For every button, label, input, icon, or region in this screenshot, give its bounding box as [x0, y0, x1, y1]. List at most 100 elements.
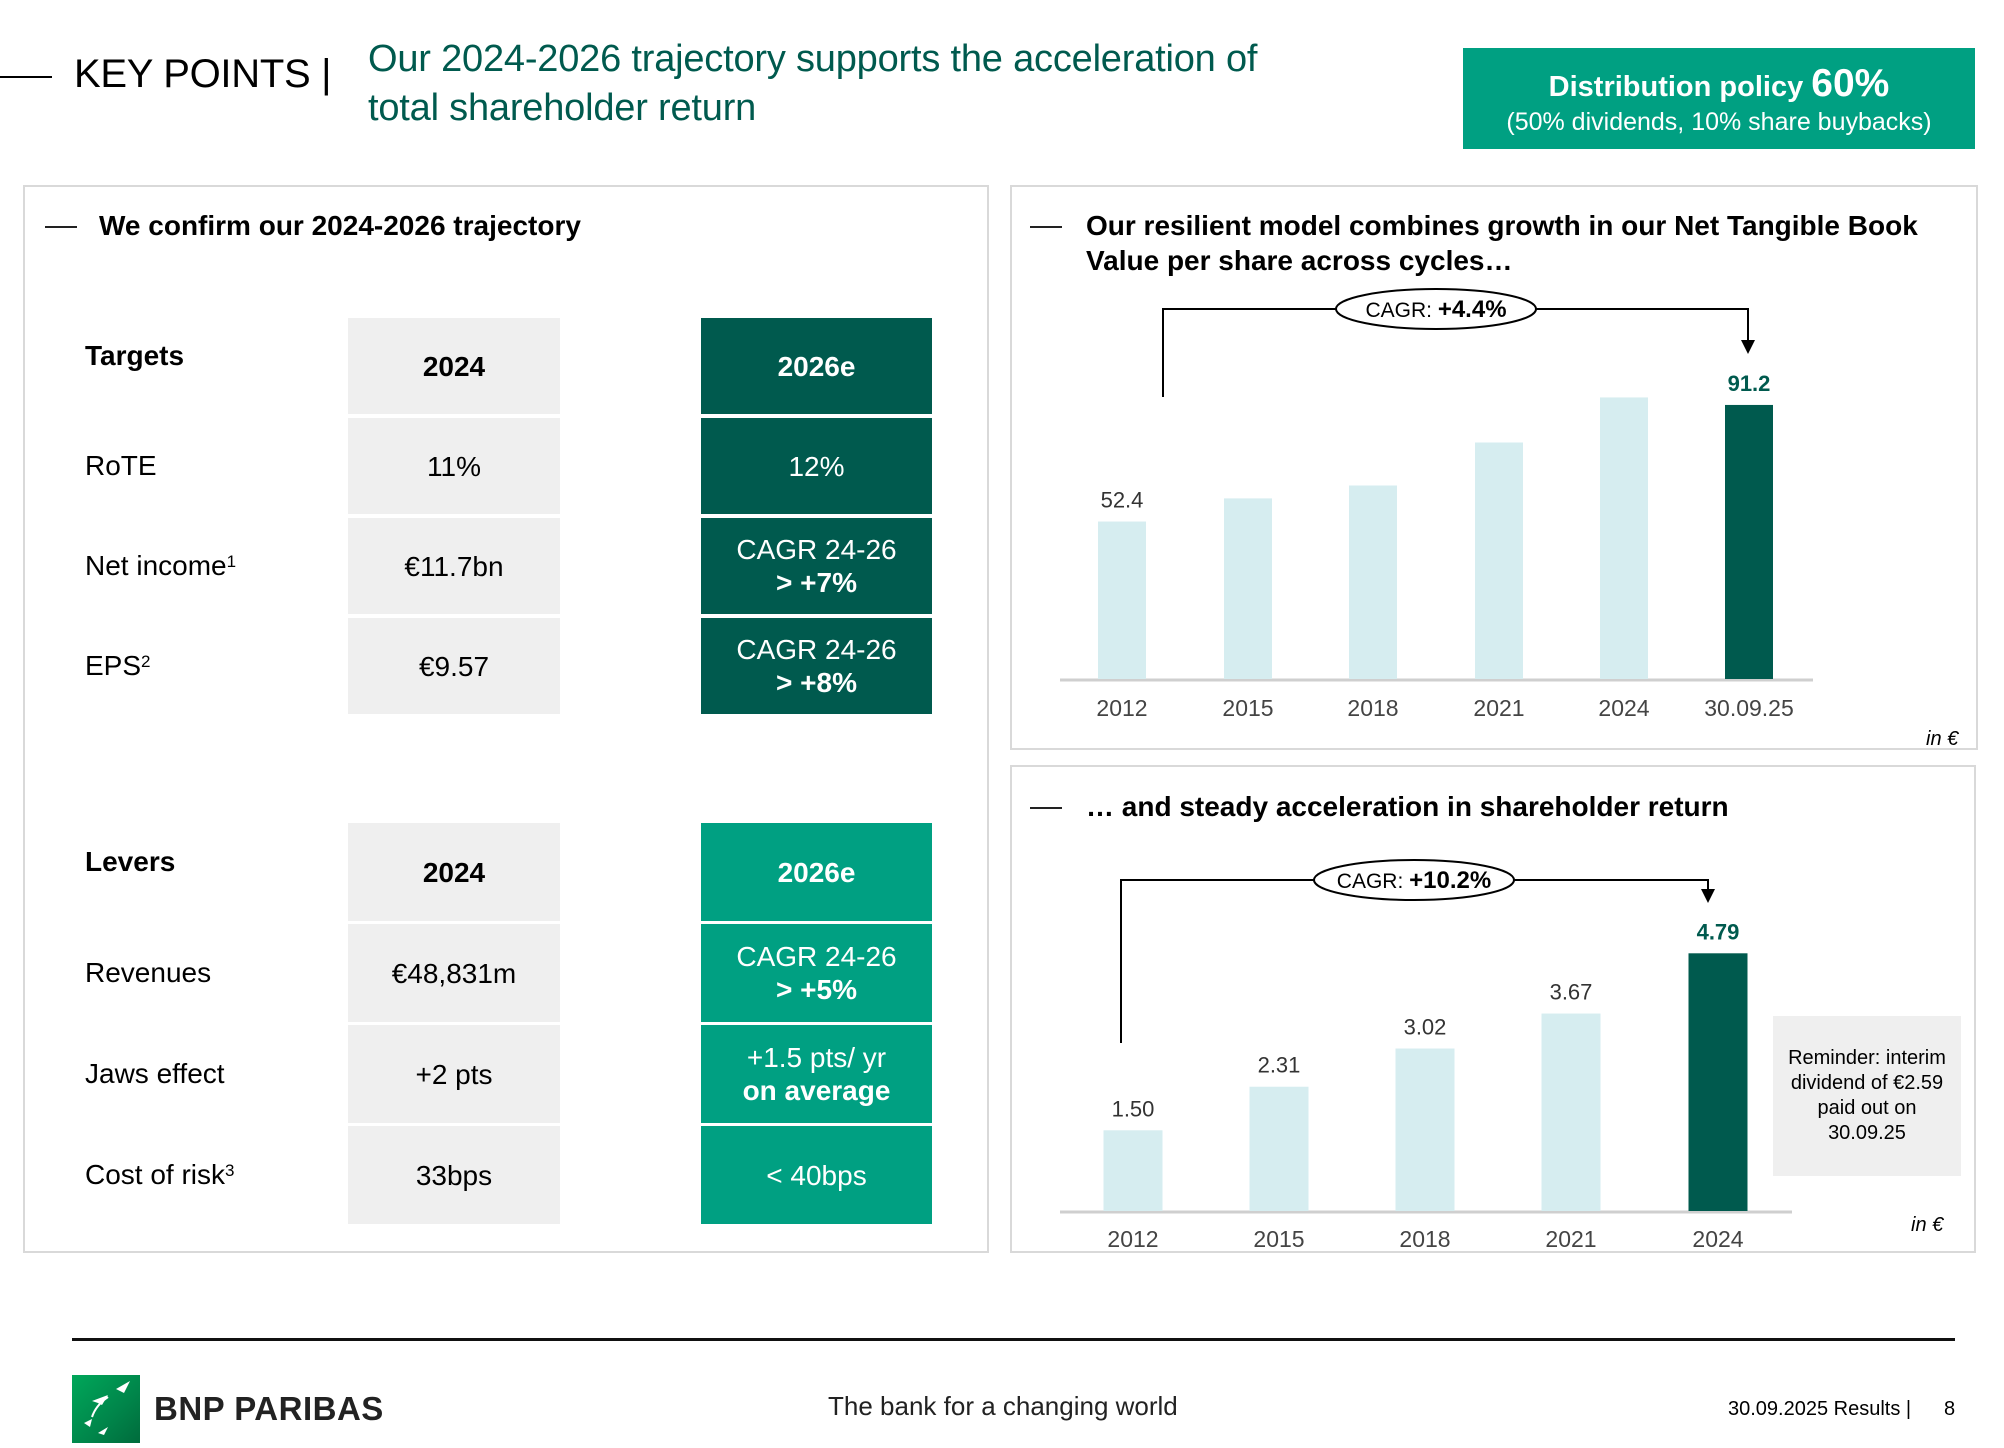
footer-divider [72, 1338, 1955, 1341]
data-label: 3.02 [1404, 1015, 1447, 1040]
cagr-value: +4.4% [1438, 296, 1507, 323]
unit-note: in € [1911, 1214, 1944, 1236]
row-label-text: Cost of risk [85, 1159, 226, 1190]
x-tick-label: 2015 [1222, 695, 1273, 721]
bnp-logo-icon [72, 1375, 140, 1443]
arrow-down-icon [1741, 340, 1755, 354]
x-tick-label: 2024 [1598, 695, 1649, 721]
value-2026e-line1: < 40bps [766, 1159, 867, 1191]
row-label-text: Jaws effect [85, 1058, 225, 1089]
x-tick-label: 2012 [1096, 695, 1147, 721]
cagr-label: CAGR: +4.4% [1365, 296, 1506, 323]
section-dash [45, 226, 77, 228]
data-label: 1.50 [1112, 1096, 1155, 1121]
x-tick-label: 2021 [1473, 695, 1524, 721]
bar-2021 [1475, 442, 1523, 679]
value-2026e: < 40bps [701, 1126, 932, 1224]
value-2026e: CAGR 24-26 > +8% [701, 618, 932, 714]
row-label: Cost of risk 3 [85, 1126, 235, 1224]
cagr-label: CAGR: +10.2% [1337, 867, 1491, 894]
distribution-label: Distribution policy [1548, 71, 1804, 103]
distribution-detail: (50% dividends, 10% share buybacks) [1506, 108, 1932, 136]
section-label: KEY POINTS | [74, 52, 332, 96]
bar-2015 [1249, 1086, 1309, 1211]
value-2026e-line2: on average [742, 1075, 891, 1106]
row-label: Revenues [85, 924, 211, 1022]
cagr-prefix: CAGR: [1337, 870, 1409, 893]
page-title-line2: total shareholder return [368, 87, 757, 129]
bar-2018 [1395, 1048, 1455, 1211]
page-title-line1: Our 2024-2026 trajectory supports the ac… [368, 38, 1258, 80]
trajectory-title: We confirm our 2024-2026 trajectory [99, 210, 581, 241]
section-dash [1030, 226, 1062, 228]
arrow-down-icon [1701, 889, 1715, 903]
value-2024: €48,831m [348, 924, 560, 1022]
data-label: 52.4 [1101, 488, 1144, 513]
ntbv-title: Our resilient model combines growth in o… [1086, 210, 1918, 276]
cagr-bubble [1335, 288, 1537, 330]
value-2026e-line2: > +7% [776, 567, 857, 598]
value-2026e: +1.5 pts/ yr on average [701, 1025, 932, 1123]
footnote-ref: 3 [225, 1161, 235, 1180]
value-2026e-line2: > +8% [776, 667, 857, 698]
value-2026e: CAGR 24-26 > +5% [701, 924, 932, 1022]
footnote-ref: 2 [141, 652, 151, 671]
value-2026e-line1: CAGR 24-26 [736, 941, 897, 972]
cagr-prefix: CAGR: [1365, 299, 1437, 322]
x-tick-label: 2021 [1545, 1226, 1596, 1252]
table-header-2026e: 2026e [701, 823, 932, 921]
value-2024: 33bps [348, 1126, 560, 1224]
value-2026e-line1: 12% [788, 450, 845, 482]
footnote-ref: 1 [226, 552, 237, 571]
page-title: Our 2024-2026 trajectory supports the ac… [368, 35, 1418, 133]
x-tick-label: 2018 [1347, 695, 1398, 721]
cagr-value: +10.2% [1409, 867, 1491, 894]
value-2026e: CAGR 24-26 > +7% [701, 518, 932, 614]
x-tick-label: 30.09.25 [1704, 695, 1794, 721]
value-2026e-line2: > +5% [776, 974, 857, 1005]
data-label: 3.67 [1550, 980, 1593, 1005]
value-2026e-line1: CAGR 24-26 [736, 534, 897, 565]
bar-2015 [1224, 498, 1272, 679]
value-2026e-line1: +1.5 pts/ yr [746, 1042, 887, 1073]
row-label: Jaws effect [85, 1025, 225, 1123]
value-2024: €9.57 [348, 618, 560, 714]
x-tick-label: 2024 [1692, 1226, 1743, 1252]
cagr-bubble [1313, 859, 1515, 901]
table-header-label: Levers [85, 846, 176, 877]
bar-2012 [1103, 1130, 1163, 1211]
header-dash [0, 76, 52, 78]
row-label: RoTE [85, 418, 157, 514]
bar-2012 [1098, 521, 1146, 679]
section-dash [1030, 807, 1062, 809]
distribution-policy-badge: Distribution policy 60% (50% dividends, … [1463, 48, 1975, 149]
value-2026e: 12% [701, 418, 932, 514]
table-header-2024: 2024 [348, 318, 560, 414]
brand-name: BNP PARIBAS [154, 1390, 384, 1427]
results-label: 30.09.2025 Results | [1728, 1398, 1912, 1420]
unit-note: in € [1926, 728, 1959, 750]
shareholder-return-title: … and steady acceleration in shareholder… [1086, 791, 1729, 822]
reminder-note: Reminder: interim dividend of €2.59 paid… [1773, 1016, 1961, 1176]
row-label: EPS 2 [85, 618, 151, 714]
data-label: 2.31 [1258, 1053, 1301, 1078]
value-2026e-line1: CAGR 24-26 [736, 634, 897, 665]
bar-2024 [1600, 397, 1648, 679]
distribution-value: 60% [1811, 62, 1890, 105]
data-label: 4.79 [1697, 919, 1740, 944]
x-tick-label: 2015 [1253, 1226, 1304, 1252]
value-2024: €11.7bn [348, 518, 560, 614]
bar-30.09.25 [1725, 404, 1773, 679]
x-tick-label: 2018 [1399, 1226, 1450, 1252]
value-2024: +2 pts [348, 1025, 560, 1123]
row-label: Net income 1 [85, 518, 236, 614]
row-label-text: Revenues [85, 957, 212, 988]
tagline: The bank for a changing world [828, 1391, 1178, 1421]
row-label-text: Net income [85, 550, 227, 581]
bar-2018 [1349, 485, 1397, 679]
bar-2024 [1688, 953, 1748, 1211]
x-tick-label: 2012 [1107, 1226, 1158, 1252]
table-header-2024: 2024 [348, 823, 560, 921]
